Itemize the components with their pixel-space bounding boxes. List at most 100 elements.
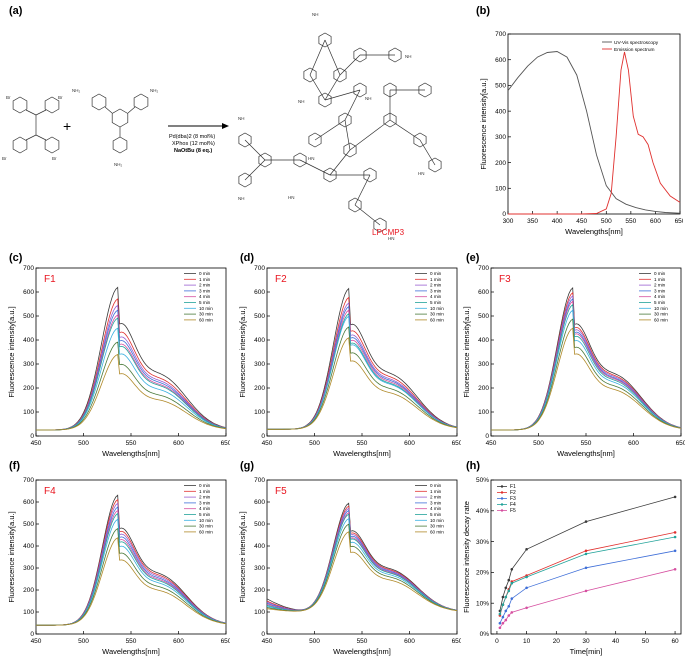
y-tick-label: 0 [485,433,489,440]
legend-entry: 2 min [430,495,442,500]
x-tick-label: 650 [221,638,230,645]
scheme-atom-labels: Br Br Br Br NH₂ NH₂ NH₂ NH NH NH NH NH NH HN HN HN HN [2,12,425,240]
bond [309,74,326,101]
data-point [673,531,677,534]
chart-sample-label: F4 [44,486,56,497]
chart-h: 0 10 20 30 40 50 60 0% 10% 20% 30% 40% 50% Time[min] F… [462,477,682,656]
bond [419,139,436,166]
legend-entry: 0 min [199,271,211,276]
benzene-ring [418,82,432,98]
benzene-ring [111,108,129,128]
benzene-ring [12,136,28,154]
benzene-ring [12,96,28,114]
legend-entry: 5 min [199,300,211,305]
legend-entry: 0 min [199,483,211,488]
y-tick-label: 100 [23,409,34,416]
legend-entry: 1 min [199,277,211,282]
atom-label: NH [405,54,412,59]
legend-entry: UV-Vis spectroscopy [614,40,659,46]
x-tick-label: 50 [642,638,650,645]
y-tick-label: 0 [261,433,265,440]
y-axis-label: Fluorescence intensity[a.u.] [479,78,488,169]
bond [324,89,361,101]
chart-d: 450 500 550 600 650 0 100 200 300 400 500 600 700 Wav… [238,265,461,458]
data-point [584,520,588,523]
bond [314,119,346,141]
x-tick-label: 20 [553,638,561,645]
benzene-ring [318,32,332,48]
x-tick-label: 600 [650,218,661,225]
data-point [498,612,502,616]
series-line-8 [267,337,458,430]
benzene-ring [44,96,60,114]
legend-entry: 30 min [199,524,213,529]
panel-label-h: (h) [466,460,481,472]
data-point [507,614,511,617]
x-tick-label: 550 [126,440,137,447]
legend-entry: 1 min [654,277,666,282]
data-point [507,589,511,593]
bond [324,74,341,101]
data-point [510,568,514,571]
series-line-3 [499,536,676,615]
chart-g: 450 500 550 600 650 0 100 200 300 400 500 600 700 Wav… [238,477,461,656]
x-tick-label: 500 [533,440,544,447]
legend-entry: 5 min [430,300,442,305]
legend-entry: F1 [510,484,516,490]
legend-entry: 4 min [199,506,211,511]
x-tick-label: 650 [452,440,461,447]
x-tick-label: 600 [173,638,184,645]
atom-label: Br [2,156,7,161]
data-point [507,578,511,582]
y-tick-label: 300 [254,361,265,368]
series-line-2 [36,304,227,431]
bond [244,159,266,181]
series-line-1 [499,532,676,616]
x-tick-label: 60 [671,638,679,645]
series-line-8 [36,353,227,431]
atom-label: NH₂ [150,88,158,93]
benzene-ring [338,112,352,128]
chart-c: 450 500 550 600 650 0 100 200 300 400 500 600 700 Wav… [7,265,230,458]
legend-entry: 1 min [199,489,211,494]
y-tick-label: 700 [23,477,34,484]
y-tick-label: 0% [480,631,490,638]
series-line-8 [266,531,458,612]
y-tick-label: 700 [23,265,34,272]
x-tick-label: 350 [527,218,538,225]
y-tick-label: 100 [478,409,489,416]
data-point [525,586,528,590]
benzene-ring [318,92,332,108]
series-line-8 [491,327,682,431]
data-point [673,535,677,539]
y-tick-label: 100 [495,185,506,192]
x-tick-label: 450 [262,638,273,645]
y-tick-label: 400 [254,543,265,550]
benzene-ring [91,93,107,111]
chart-sample-label: F2 [275,274,287,285]
legend-entry: F2 [510,490,516,496]
bond [25,134,37,141]
bond [339,54,361,76]
x-tick-label: 550 [625,218,636,225]
data-point [525,548,528,551]
y-tick-label: 100 [254,609,265,616]
atom-label: NH₂ [72,88,80,93]
panel-label-c: (c) [9,252,23,264]
benzene-ring [258,152,272,168]
x-tick-label: 450 [262,440,273,447]
data-point [501,595,505,599]
series-line-0 [491,286,682,431]
y-tick-label: 700 [478,265,489,272]
series-line-1 [36,498,227,626]
legend-entry: 3 min [430,288,442,293]
legend-entry: 1 min [430,489,442,494]
legend-entry: 0 min [430,483,442,488]
reaction-arrow-head [222,123,229,129]
legend-entry: 2 min [199,495,211,500]
atom-label: Br [6,95,11,100]
data-point [584,566,588,570]
benzene-ring [308,132,322,148]
legend-entry: 5 min [199,512,211,517]
